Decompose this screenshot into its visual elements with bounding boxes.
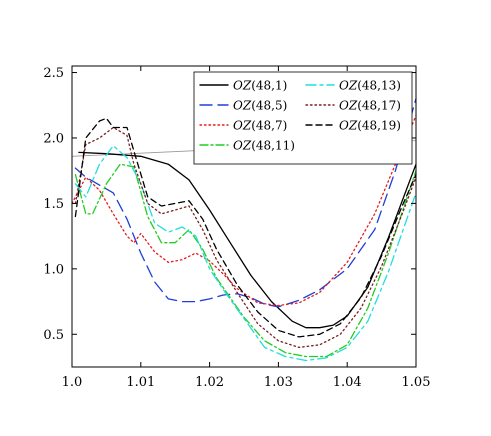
x-tick-label: 1.02: [195, 375, 224, 390]
plot-area: [71, 98, 417, 362]
legend-entry-label: OZ(48,19): [339, 119, 401, 133]
legend-entry-label: OZ(48,7): [233, 119, 287, 133]
legend-entry-args: (48,1): [251, 79, 287, 93]
x-axis: 1.0 1.01 1.02 1.03 1.04 1.05: [62, 66, 431, 390]
series-line-48-17: [74, 126, 417, 349]
y-axis: 0.5 1.0 1.5 2.0 2.5: [43, 66, 416, 343]
legend-entry-label: OZ(48,17): [339, 99, 401, 113]
legend-entry-prefix: OZ: [233, 119, 252, 133]
x-tick-label: 1.03: [264, 375, 293, 390]
series-line-48-1: [78, 151, 417, 329]
series-line-48-13: [74, 145, 417, 362]
x-tick-label: 1.05: [402, 375, 431, 390]
legend-entry-prefix: OZ: [233, 99, 252, 113]
legend-entry-prefix: OZ: [233, 79, 252, 93]
x-tick-label: 1.01: [126, 375, 155, 390]
legend-entry-args: (48,13): [357, 79, 401, 93]
x-tick-label: 1.0: [62, 375, 83, 390]
series-line-48-7: [71, 115, 417, 307]
legend-entry-prefix: OZ: [233, 139, 252, 153]
legend: OZ(48,1)OZ(48,5)OZ(48,7)OZ(48,11)OZ(48,1…: [193, 71, 413, 165]
legend-entry-prefix: OZ: [339, 99, 358, 113]
legend-entry-prefix: OZ: [339, 79, 358, 93]
series-line-48-11: [74, 163, 417, 358]
legend-entry-label: OZ(48,5): [233, 99, 287, 113]
plot-frame: [71, 65, 417, 368]
legend-entry-args: (48,19): [357, 119, 401, 133]
legend-box: [193, 71, 413, 165]
legend-entry-args: (48,5): [251, 99, 287, 113]
y-tick-label: 1.0: [43, 262, 64, 277]
legend-entry-label: OZ(48,11): [233, 139, 295, 153]
y-tick-label: 0.5: [43, 328, 64, 343]
series-line-48-19: [74, 117, 417, 338]
legend-entry-args: (48,11): [251, 139, 295, 153]
legend-entry-prefix: OZ: [339, 119, 358, 133]
y-tick-label: 2.5: [43, 66, 64, 81]
legend-entry-label: OZ(48,1): [233, 79, 287, 93]
y-tick-label: 1.5: [43, 197, 64, 212]
y-tick-label: 2.0: [43, 131, 64, 146]
series-layer: [71, 98, 417, 362]
x-tick-label: 1.04: [333, 375, 362, 390]
series-line-48-5: [74, 98, 417, 308]
legend-entry-args: (48,17): [357, 99, 401, 113]
legend-entry-label: OZ(48,13): [339, 79, 401, 93]
legend-entry-args: (48,7): [251, 119, 287, 133]
